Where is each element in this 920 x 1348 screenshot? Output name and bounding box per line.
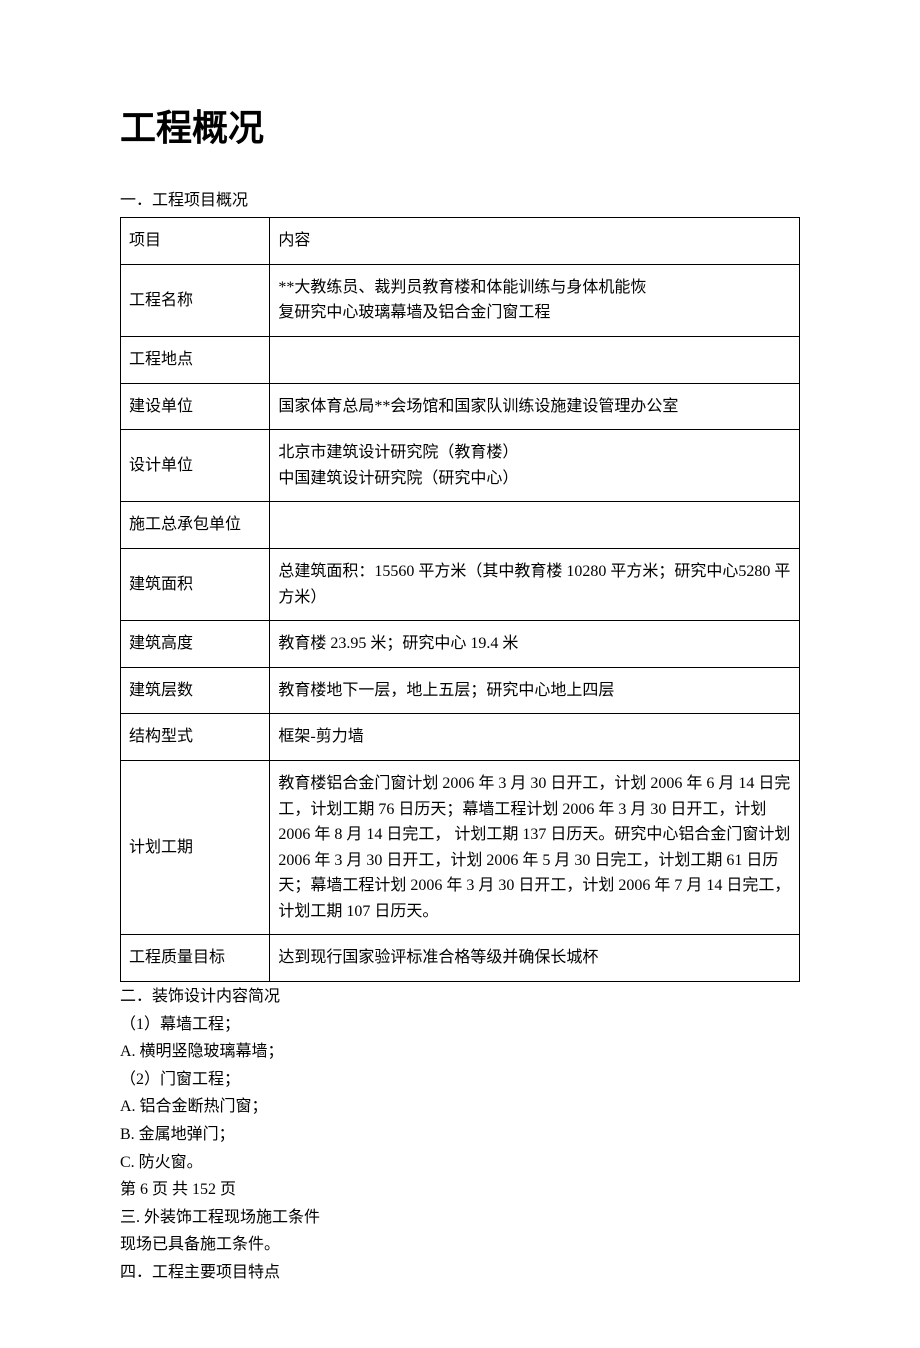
table-header-cell: 内容	[270, 218, 800, 265]
table-label-cell: 建设单位	[121, 383, 270, 430]
document-page: 工程概况 一．工程项目概况 项目 内容 工程名称 **大教练员、裁判员教育楼和体…	[0, 0, 920, 1348]
table-header-cell: 项目	[121, 218, 270, 265]
table-content-cell: 教育楼 23.95 米；研究中心 19.4 米	[270, 621, 800, 668]
section-1-heading: 一．工程项目概况	[120, 188, 800, 214]
table-row: 计划工期 教育楼铝合金门窗计划 2006 年 3 月 30 日开工，计划 200…	[121, 760, 800, 935]
table-label-cell: 建筑面积	[121, 548, 270, 620]
table-label-cell: 建筑层数	[121, 667, 270, 714]
table-content-cell: 国家体育总局**会场馆和国家队训练设施建设管理办公室	[270, 383, 800, 430]
table-row: 结构型式 框架-剪力墙	[121, 714, 800, 761]
table-row: 设计单位 北京市建筑设计研究院（教育楼）中国建筑设计研究院（研究中心）	[121, 430, 800, 502]
section-4-heading: 四．工程主要项目特点	[120, 1260, 800, 1286]
table-label-cell: 设计单位	[121, 430, 270, 502]
table-row: 工程地点	[121, 336, 800, 383]
table-content-cell: **大教练员、裁判员教育楼和体能训练与身体机能恢复研究中心玻璃幕墙及铝合金门窗工…	[270, 264, 800, 336]
table-label-cell: 施工总承包单位	[121, 502, 270, 549]
table-content-cell: 总建筑面积：15560 平方米（其中教育楼 10280 平方米；研究中心5280…	[270, 548, 800, 620]
table-row: 项目 内容	[121, 218, 800, 265]
table-content-cell: 教育楼地下一层，地上五层；研究中心地上四层	[270, 667, 800, 714]
table-label-cell: 工程质量目标	[121, 935, 270, 982]
list-item: C. 防火窗。	[120, 1150, 800, 1176]
table-label-cell: 工程名称	[121, 264, 270, 336]
table-row: 建筑层数 教育楼地下一层，地上五层；研究中心地上四层	[121, 667, 800, 714]
table-row: 工程质量目标 达到现行国家验评标准合格等级并确保长城杯	[121, 935, 800, 982]
page-title: 工程概况	[120, 100, 800, 158]
after-table-text: 二．装饰设计内容简况 （1）幕墙工程； A. 横明竖隐玻璃幕墙； （2）门窗工程…	[120, 984, 800, 1286]
list-item: A. 铝合金断热门窗；	[120, 1094, 800, 1120]
project-overview-table: 项目 内容 工程名称 **大教练员、裁判员教育楼和体能训练与身体机能恢复研究中心…	[120, 217, 800, 982]
page-number-note: 第 6 页 共 152 页	[120, 1177, 800, 1203]
body-text: 现场已具备施工条件。	[120, 1232, 800, 1258]
table-content-cell: 框架-剪力墙	[270, 714, 800, 761]
table-content-cell: 北京市建筑设计研究院（教育楼）中国建筑设计研究院（研究中心）	[270, 430, 800, 502]
table-content-cell	[270, 336, 800, 383]
list-item: B. 金属地弹门；	[120, 1122, 800, 1148]
table-content-cell	[270, 502, 800, 549]
list-item: （1）幕墙工程；	[120, 1012, 800, 1038]
section-3-heading: 三. 外装饰工程现场施工条件	[120, 1205, 800, 1231]
table-row: 施工总承包单位	[121, 502, 800, 549]
section-2-heading: 二．装饰设计内容简况	[120, 984, 800, 1010]
table-row: 建筑面积 总建筑面积：15560 平方米（其中教育楼 10280 平方米；研究中…	[121, 548, 800, 620]
table-label-cell: 计划工期	[121, 760, 270, 935]
table-content-cell: 教育楼铝合金门窗计划 2006 年 3 月 30 日开工，计划 2006 年 6…	[270, 760, 800, 935]
table-label-cell: 结构型式	[121, 714, 270, 761]
table-content-cell: 达到现行国家验评标准合格等级并确保长城杯	[270, 935, 800, 982]
table-row: 建设单位 国家体育总局**会场馆和国家队训练设施建设管理办公室	[121, 383, 800, 430]
table-row: 建筑高度 教育楼 23.95 米；研究中心 19.4 米	[121, 621, 800, 668]
table-label-cell: 工程地点	[121, 336, 270, 383]
table-row: 工程名称 **大教练员、裁判员教育楼和体能训练与身体机能恢复研究中心玻璃幕墙及铝…	[121, 264, 800, 336]
list-item: （2）门窗工程；	[120, 1067, 800, 1093]
list-item: A. 横明竖隐玻璃幕墙；	[120, 1039, 800, 1065]
table-label-cell: 建筑高度	[121, 621, 270, 668]
